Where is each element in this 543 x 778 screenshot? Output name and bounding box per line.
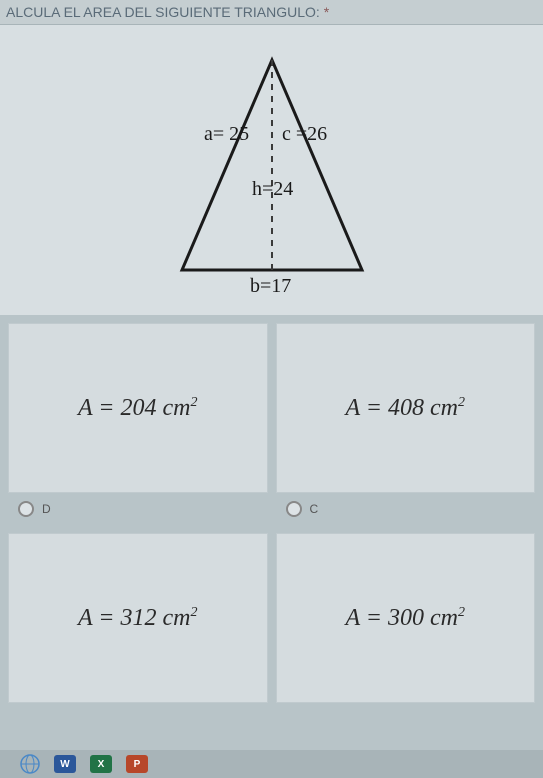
triangle-diagram: a= 25 c =26 h=24 b=17 <box>0 25 543 315</box>
option-card-c[interactable]: A = 300 cm2 <box>276 533 536 703</box>
formula-prefix: A = <box>346 605 388 631</box>
radio-label-c: C <box>310 502 319 516</box>
option-formula-a: A = 204 cm2 <box>78 395 197 422</box>
formula-sup: 2 <box>190 605 197 620</box>
question-header: ALCULA EL AREA DEL SIGUIENTE TRIANGULO: … <box>0 0 543 25</box>
word-icon[interactable]: W <box>54 755 76 773</box>
label-a: a= 25 <box>204 123 249 145</box>
triangle-svg: a= 25 c =26 h=24 b=17 <box>132 40 412 300</box>
formula-sup: 2 <box>458 395 465 410</box>
label-b: b=17 <box>250 275 291 297</box>
formula-prefix: A = <box>78 605 120 631</box>
option-formula-b: A = 408 cm2 <box>346 395 465 422</box>
formula-unit: cm <box>430 605 458 631</box>
formula-unit: cm <box>162 605 190 631</box>
radio-option-d[interactable]: D <box>8 501 268 517</box>
formula-sup: 2 <box>190 395 197 410</box>
option-card-a[interactable]: A = 204 cm2 <box>8 323 268 493</box>
option-card-b[interactable]: A = 408 cm2 <box>276 323 536 493</box>
globe-icon[interactable] <box>20 754 40 774</box>
formula-sup: 2 <box>458 605 465 620</box>
label-c: c =26 <box>282 123 327 145</box>
formula-value: 204 <box>120 395 156 421</box>
icon-letter: X <box>98 759 105 770</box>
radio-row-top: D C <box>0 501 543 525</box>
radio-circle-icon <box>18 501 34 517</box>
formula-prefix: A = <box>346 395 388 421</box>
formula-unit: cm <box>430 395 458 421</box>
radio-circle-icon <box>286 501 302 517</box>
option-card-d[interactable]: A = 312 cm2 <box>8 533 268 703</box>
taskbar: W X P <box>0 750 543 778</box>
options-grid: A = 204 cm2 A = 408 cm2 <box>0 315 543 501</box>
option-formula-c: A = 300 cm2 <box>346 605 465 632</box>
options-grid-bottom: A = 312 cm2 A = 300 cm2 <box>0 525 543 711</box>
excel-icon[interactable]: X <box>90 755 112 773</box>
formula-prefix: A = <box>78 395 120 421</box>
question-title: ALCULA EL AREA DEL SIGUIENTE TRIANGULO: <box>6 4 320 20</box>
formula-unit: cm <box>162 395 190 421</box>
formula-value: 312 <box>120 605 156 631</box>
icon-letter: P <box>134 759 141 770</box>
required-asterisk: * <box>324 4 329 20</box>
icon-letter: W <box>60 759 69 770</box>
powerpoint-icon[interactable]: P <box>126 755 148 773</box>
option-formula-d: A = 312 cm2 <box>78 605 197 632</box>
triangle-outline <box>182 60 362 270</box>
formula-value: 300 <box>388 605 424 631</box>
formula-value: 408 <box>388 395 424 421</box>
radio-label-d: D <box>42 502 51 516</box>
radio-option-c[interactable]: C <box>276 501 536 517</box>
label-h: h=24 <box>252 178 293 200</box>
